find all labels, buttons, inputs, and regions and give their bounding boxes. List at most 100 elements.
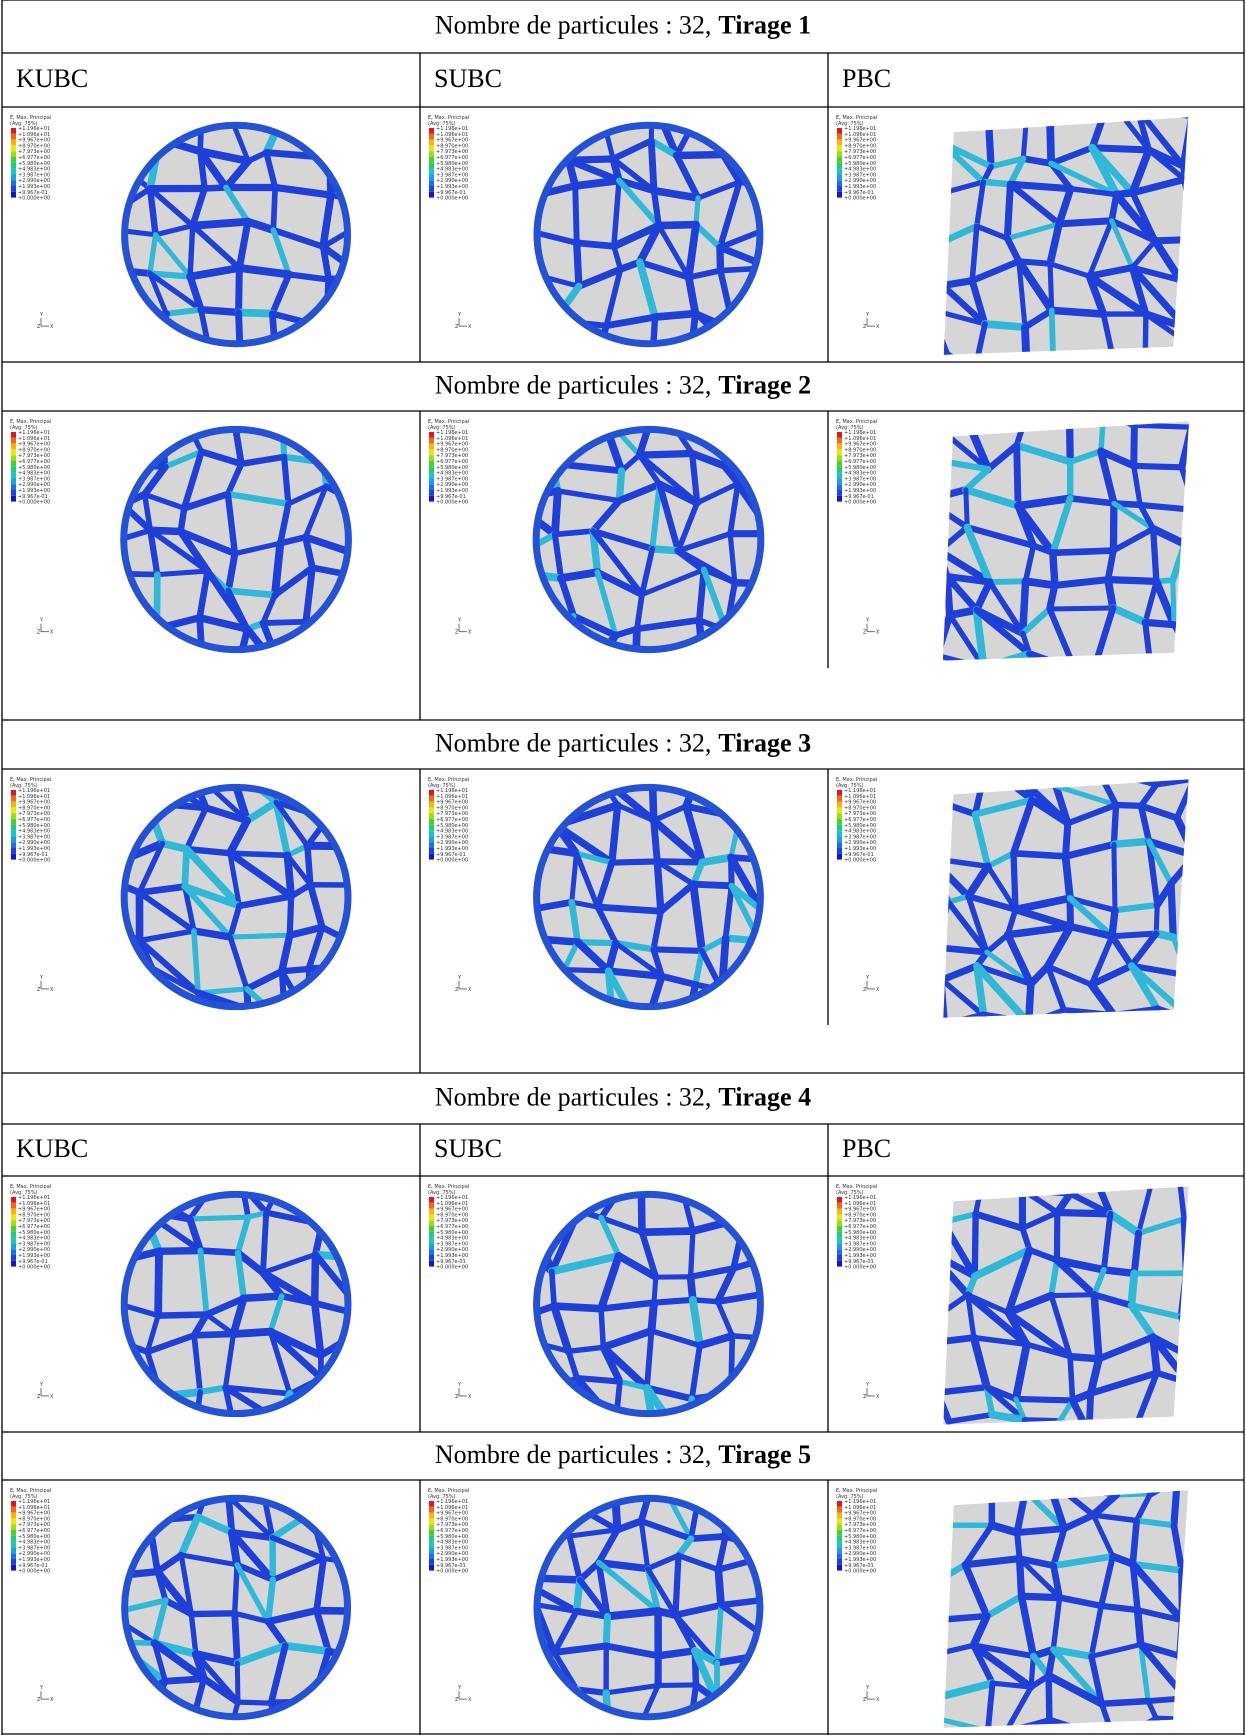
grain-boundary	[1003, 1684, 1034, 1728]
grain-boundary	[304, 842, 314, 888]
legend-level: +1.196e+01	[18, 430, 50, 436]
grain-boundary	[121, 202, 128, 231]
legend-level: +3.987e+00	[436, 834, 468, 840]
grain-boundary	[511, 911, 523, 937]
legend-swatch	[429, 790, 434, 796]
legend-swatch	[837, 466, 842, 473]
simulation-image: E, Max. Principal(Avg: 75%)+1.196e+01+1.…	[10, 104, 369, 348]
grain-boundary	[317, 784, 332, 823]
grain-boundary	[963, 487, 970, 530]
grain-boundary	[983, 1384, 1028, 1423]
grain-boundary	[228, 1528, 277, 1584]
grain-boundary	[1052, 782, 1072, 827]
grain-boundary	[1049, 1645, 1095, 1660]
grain-boundary	[1055, 184, 1075, 228]
grain-boundary	[988, 1731, 1006, 1732]
grain-boundary	[272, 798, 291, 859]
grain-boundary	[755, 1191, 764, 1221]
grain-boundary	[550, 1302, 573, 1356]
grain-boundary	[1112, 801, 1145, 809]
legend-swatch	[837, 162, 842, 169]
grain-boundary	[1088, 1653, 1105, 1707]
grain-boundary	[1094, 779, 1160, 788]
grain-boundary	[1113, 1490, 1154, 1498]
grain-boundary	[1022, 542, 1037, 585]
legend-swatch	[429, 128, 434, 134]
legend-swatch	[837, 1559, 842, 1565]
legend-swatch	[837, 449, 842, 456]
grain-boundary	[613, 940, 665, 979]
triad-label: X	[876, 630, 880, 636]
grain-boundary	[566, 1527, 620, 1539]
triad-label: X	[876, 324, 880, 330]
grain-boundary	[720, 784, 744, 822]
triad-label: Z	[455, 324, 459, 330]
grain-boundary	[1053, 783, 1119, 808]
grain-boundary	[1052, 779, 1101, 790]
legend-level: +3.987e+00	[844, 1545, 876, 1551]
legend-level: +8.970e+00	[436, 1516, 468, 1522]
grain-boundary	[572, 182, 580, 246]
grain-boundary	[364, 104, 369, 155]
grain-boundary	[771, 222, 785, 268]
legend-level: +7.973e+00	[844, 811, 876, 817]
grain-boundary	[1048, 160, 1120, 198]
grain-boundary	[694, 480, 741, 506]
legend-title: E, Max. Principal	[10, 419, 51, 425]
legend-swatch	[11, 449, 16, 456]
grain-boundary	[278, 1292, 319, 1307]
legend-title: E, Max. Principal	[428, 1184, 469, 1190]
grain-boundary	[1183, 1695, 1189, 1723]
grain-boundary	[561, 939, 581, 973]
grain-boundary	[617, 1378, 650, 1391]
grain-boundary	[1097, 447, 1138, 470]
legend-level: +1.993e+00	[436, 1557, 468, 1563]
specimen-rim	[120, 425, 352, 654]
legend-swatch	[11, 801, 16, 808]
grain-boundary	[608, 801, 622, 867]
grain-boundary	[323, 322, 351, 332]
grain-boundary	[232, 540, 283, 557]
grain-boundary	[200, 1675, 242, 1706]
grain-boundary	[1049, 494, 1074, 557]
grain-boundary	[1048, 307, 1057, 355]
grain-boundary	[984, 1680, 996, 1728]
grain-boundary	[595, 1559, 661, 1614]
legend-swatch	[11, 157, 16, 163]
grain-boundary	[284, 784, 325, 791]
grain-boundary	[983, 1592, 1025, 1620]
grain-boundary	[144, 1332, 198, 1356]
grain-boundary	[121, 1639, 158, 1646]
legend-level: +9.967e+00	[436, 800, 468, 806]
grain-boundary	[1014, 1529, 1023, 1562]
grain-boundary	[535, 661, 560, 675]
grain-boundary	[141, 491, 154, 533]
grain-boundary	[768, 805, 771, 860]
grain-boundary	[1098, 1697, 1152, 1708]
grain-boundary	[655, 480, 701, 507]
legend-level: +4.983e+00	[18, 1540, 50, 1546]
specimen-rim	[533, 783, 764, 1011]
grain-boundary	[306, 881, 326, 931]
grain-boundary	[943, 117, 992, 121]
grain-boundary	[634, 591, 645, 632]
grain-boundary	[936, 195, 939, 244]
legend-swatch	[11, 484, 16, 490]
legend-title: E, Max. Principal	[836, 1488, 877, 1494]
grain-boundary	[714, 1565, 725, 1609]
grain-boundary	[945, 899, 990, 956]
grain-boundary	[1129, 1560, 1186, 1574]
grain-boundary	[1180, 1215, 1189, 1277]
specimen-rim	[532, 425, 765, 654]
legend-level: +6.977e+00	[844, 155, 876, 161]
grain-boundary	[1060, 1511, 1097, 1533]
legend-level: +1.096e+01	[844, 1505, 876, 1511]
section-header: Nombre de particules : 32, Tirage 3	[435, 728, 811, 757]
grain-boundary	[1004, 235, 1023, 265]
grain-boundary	[286, 893, 295, 939]
grain-boundary	[1066, 495, 1118, 507]
legend-level: +9.967e+00	[18, 442, 50, 448]
legend-level: +2.990e+00	[18, 1247, 50, 1253]
grain-boundary	[1065, 421, 1074, 466]
grain-boundary	[1149, 524, 1189, 549]
